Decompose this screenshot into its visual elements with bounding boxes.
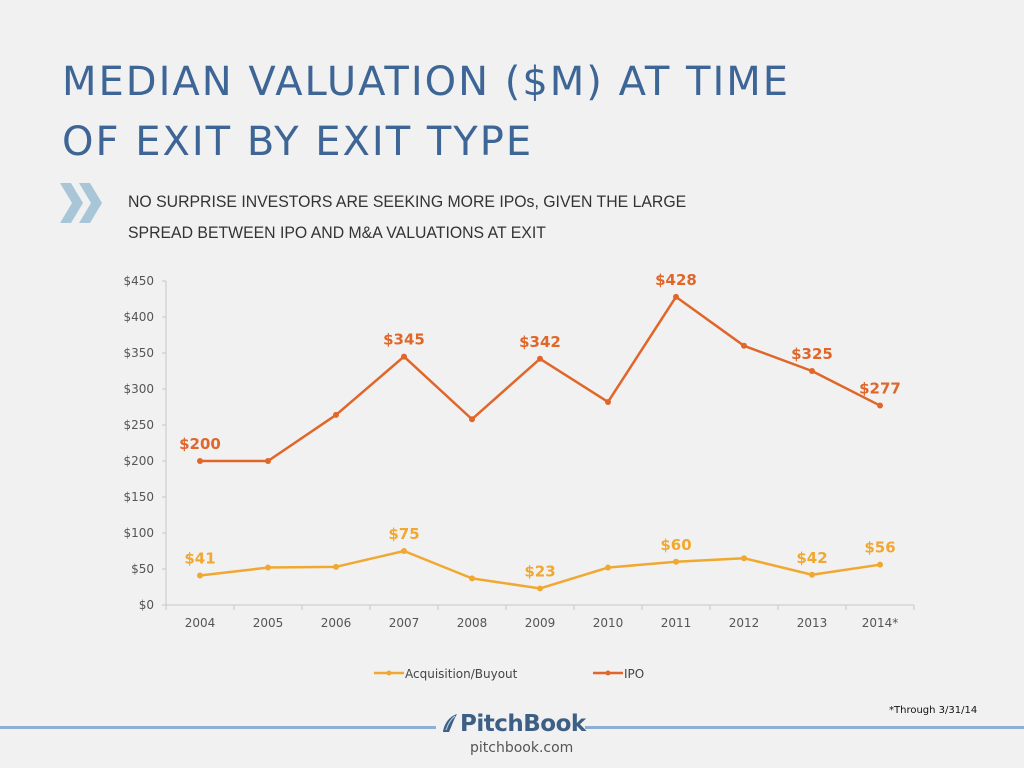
x-tick-label: 2011 xyxy=(661,616,692,630)
y-tick-label: $250 xyxy=(123,418,154,432)
page-title-line-1: MEDIAN VALUATION ($M) AT TIME xyxy=(62,59,791,105)
data-point xyxy=(197,458,203,464)
legend-marker xyxy=(386,670,392,676)
data-point xyxy=(401,353,407,360)
y-tick-label: $150 xyxy=(123,490,154,504)
x-tick-label: 2008 xyxy=(457,616,488,630)
series-line-ipo xyxy=(200,295,881,463)
data-label: $200 xyxy=(179,435,221,453)
y-tick-label: $50 xyxy=(131,562,154,576)
y-tick-label: $450 xyxy=(123,274,154,288)
data-label: $56 xyxy=(864,539,895,557)
y-tick-label: $200 xyxy=(123,454,154,468)
x-tick-label: 2014* xyxy=(862,616,899,630)
legend-marker xyxy=(605,670,611,676)
data-label: $41 xyxy=(184,549,215,567)
x-tick-label: 2005 xyxy=(253,616,284,630)
data-point xyxy=(265,564,271,571)
x-tick-label: 2004 xyxy=(185,616,216,630)
data-label: $23 xyxy=(524,562,555,580)
data-point xyxy=(605,564,611,571)
data-point xyxy=(537,585,543,592)
data-point xyxy=(537,355,543,362)
data-label: $42 xyxy=(796,549,827,567)
page-title-line-2: OF EXIT BY EXIT TYPE xyxy=(62,119,534,165)
data-point xyxy=(809,571,815,578)
data-point xyxy=(333,563,339,570)
x-tick-label: 2012 xyxy=(729,616,760,630)
legend-label: Acquisition/Buyout xyxy=(405,667,518,681)
data-label: $60 xyxy=(660,536,691,554)
data-point xyxy=(469,416,475,423)
subtitle: NO SURPRISE INVESTORS ARE SEEKING MORE I… xyxy=(128,186,686,248)
data-point xyxy=(469,575,475,582)
x-tick-label: 2006 xyxy=(321,616,352,630)
y-tick-label: $0 xyxy=(139,598,154,612)
x-tick-label: 2007 xyxy=(389,616,420,630)
data-point xyxy=(605,398,611,405)
data-point xyxy=(673,558,679,565)
data-point xyxy=(741,555,747,562)
website-link[interactable]: pitchbook.com xyxy=(470,740,574,756)
data-label: $342 xyxy=(519,333,561,351)
subtitle-line-2: SPREAD BETWEEN IPO AND M&A VALUATIONS AT… xyxy=(128,223,546,242)
page-title: MEDIAN VALUATION ($M) AT TIME OF EXIT BY… xyxy=(62,52,862,172)
subtitle-line-1: NO SURPRISE INVESTORS ARE SEEKING MORE I… xyxy=(128,192,687,211)
data-point xyxy=(741,342,747,349)
y-tick-label: $300 xyxy=(123,382,154,396)
data-label: $75 xyxy=(388,525,419,543)
data-point xyxy=(673,293,679,300)
y-tick-label: $400 xyxy=(123,310,154,324)
footnote: *Through 3/31/14 xyxy=(889,705,978,716)
x-tick-label: 2010 xyxy=(593,616,624,630)
double-chevron-right-icon xyxy=(60,183,102,223)
data-label: $277 xyxy=(859,380,901,398)
data-point xyxy=(265,458,271,464)
data-point xyxy=(877,402,883,409)
data-label: $325 xyxy=(791,345,833,363)
x-tick-label: 2009 xyxy=(525,616,556,630)
y-tick-label: $350 xyxy=(123,346,154,360)
data-point xyxy=(809,368,815,374)
pitchbook-logo-icon xyxy=(443,714,457,732)
data-point xyxy=(877,561,883,568)
brand-name: PitchBook xyxy=(460,711,586,737)
y-tick-label: $100 xyxy=(123,526,154,540)
legend-label: IPO xyxy=(624,667,644,681)
data-label: $345 xyxy=(383,331,425,349)
data-point xyxy=(197,572,203,579)
data-point xyxy=(333,411,339,418)
line-chart: $0 $50 $100 $150 $200 $250 $300 $350 $400 $450 200… xyxy=(123,271,915,681)
data-point xyxy=(401,548,407,554)
data-label: $428 xyxy=(655,271,697,289)
footer-divider-left xyxy=(0,726,436,729)
footer-divider-right xyxy=(585,726,1024,729)
x-tick-label: 2013 xyxy=(797,616,828,630)
pitchbook-logo: PitchBook xyxy=(440,711,586,737)
